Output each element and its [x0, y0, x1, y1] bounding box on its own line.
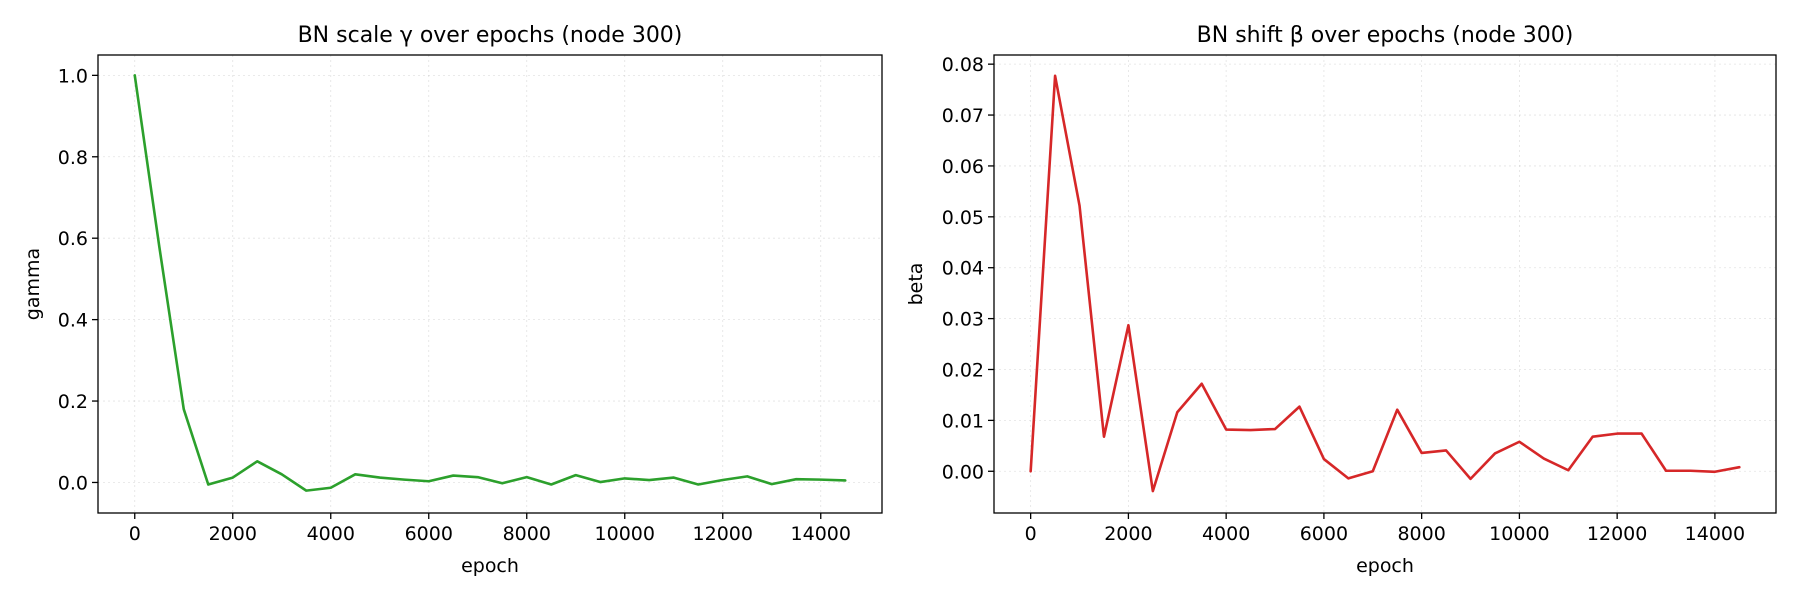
beta-series [1029, 74, 1741, 493]
beta-x-tick-label: 2000 [1104, 523, 1152, 545]
gamma-series [133, 74, 847, 492]
beta-x-tick-label: 8000 [1397, 523, 1445, 545]
beta-y-tick-label: 0.05 [942, 207, 984, 229]
beta-y-tick-label: 0.07 [942, 105, 984, 127]
beta-x-tick-label: 4000 [1202, 523, 1250, 545]
gamma-x-tick-label: 0 [129, 523, 141, 545]
beta-x-tick-label: 6000 [1300, 523, 1348, 545]
beta-y-tick-label: 0.02 [942, 359, 984, 381]
gamma-x-ticks: 0 2000 4000 6000 8000 10000 12000 14000 [129, 513, 851, 545]
beta-x-ticks: 0 2000 4000 6000 8000 10000 12000 14000 [1025, 513, 1745, 545]
gamma-grid [98, 55, 882, 513]
beta-y-tick-label: 0.04 [942, 258, 984, 280]
gamma-x-tick-label: 2000 [209, 523, 257, 545]
gamma-y-tick-label: 0.6 [58, 228, 88, 250]
gamma-plot-frame [97, 54, 883, 514]
gamma-y-axis-label: gamma [22, 248, 44, 320]
beta-x-tick-label: 12000 [1587, 523, 1647, 545]
gamma-y-tick-label: 0.8 [58, 147, 88, 169]
gamma-y-tick-label: 0.4 [58, 310, 88, 332]
gamma-y-ticks: 0.0 0.2 0.4 0.6 0.8 1.0 [58, 65, 98, 494]
beta-y-tick-label: 0.00 [942, 461, 984, 483]
beta-plot-frame [993, 54, 1777, 514]
gamma-y-tick-label: 0.2 [58, 391, 88, 413]
gamma-chart-title: BN scale γ over epochs (node 300) [298, 23, 683, 48]
beta-chart-title: BN shift β over epochs (node 300) [1197, 23, 1574, 48]
beta-x-tick-label: 14000 [1685, 523, 1745, 545]
beta-y-tick-label: 0.03 [942, 309, 984, 331]
beta-y-tick-label: 0.06 [942, 156, 984, 178]
beta-grid [994, 55, 1776, 513]
gamma-x-tick-label: 4000 [307, 523, 355, 545]
beta-x-axis-label: epoch [1356, 555, 1414, 577]
beta-y-ticks: 0.00 0.01 0.02 0.03 0.04 0.05 0.06 0.07 0.08 [942, 54, 994, 483]
gamma-chart-panel: BN scale γ over epochs (node 300) 0 2000 4… [22, 23, 883, 577]
beta-y-tick-label: 0.08 [942, 54, 984, 76]
gamma-y-tick-label: 1.0 [58, 65, 88, 87]
beta-series-line [1029, 74, 1741, 493]
gamma-x-tick-label: 14000 [791, 523, 851, 545]
gamma-series-line [133, 74, 847, 492]
gamma-x-tick-label: 8000 [503, 523, 551, 545]
gamma-x-tick-label: 10000 [595, 523, 655, 545]
gamma-y-tick-label: 0.0 [58, 472, 88, 494]
gamma-x-axis-label: epoch [461, 555, 519, 577]
beta-y-axis-label: beta [905, 263, 927, 306]
beta-x-tick-label: 10000 [1489, 523, 1549, 545]
beta-x-tick-label: 0 [1025, 523, 1037, 545]
gamma-x-tick-label: 6000 [405, 523, 453, 545]
gamma-x-tick-label: 12000 [693, 523, 753, 545]
beta-y-tick-label: 0.01 [942, 410, 984, 432]
beta-chart-panel: BN shift β over epochs (node 300) 0 2000 4… [905, 23, 1777, 577]
